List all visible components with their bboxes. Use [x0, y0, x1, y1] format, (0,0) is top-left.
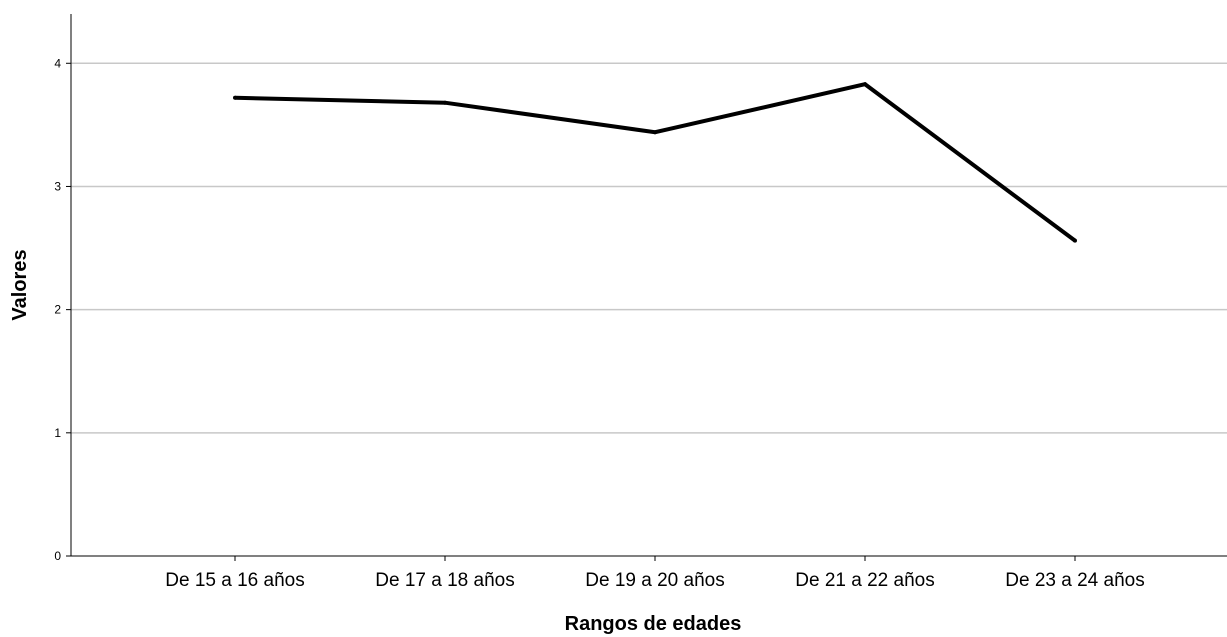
- y-tick-label: 1: [54, 426, 61, 440]
- y-tick-label: 0: [54, 549, 61, 563]
- data-point: [863, 82, 867, 87]
- x-category-label: De 23 a 24 años: [1005, 570, 1144, 591]
- y-tick-label: 4: [54, 56, 61, 70]
- y-axis-title: Valores: [9, 249, 31, 320]
- x-axis-title: Rangos de edades: [565, 613, 742, 635]
- data-point: [233, 95, 237, 100]
- y-tick-label: 2: [54, 303, 61, 317]
- x-category-label: De 21 a 22 años: [795, 570, 934, 591]
- x-category-labels: De 15 a 16 años De 17 a 18 años De 19 a 20…: [165, 556, 1145, 591]
- y-tick-label: 3: [54, 179, 61, 193]
- x-category-label: De 19 a 20 años: [585, 570, 724, 591]
- gridlines: [71, 62, 1227, 434]
- series-line: [234, 82, 1077, 243]
- data-point: [1073, 238, 1077, 243]
- series-layer: [233, 82, 1077, 243]
- data-point: [443, 100, 447, 105]
- data-point: [653, 130, 657, 135]
- x-category-label: De 15 a 16 años: [165, 570, 304, 591]
- x-category-label: De 17 a 18 años: [375, 570, 514, 591]
- y-tick-labels: 0 1 2 3 4: [54, 56, 71, 563]
